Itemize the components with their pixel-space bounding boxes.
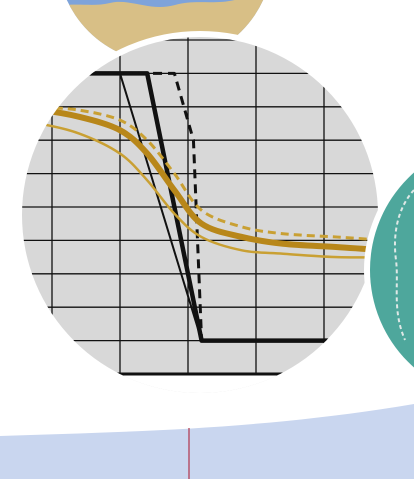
series-line-gold-solid-thin <box>22 118 378 259</box>
series-line-gold-solid-thick <box>22 106 378 254</box>
series-line-gold-dashed <box>22 101 378 243</box>
x-tick-label: 1000 <box>99 404 141 422</box>
x-tick-label: 1025 <box>167 404 209 422</box>
background-band <box>0 404 414 479</box>
x-tick-label: 1050 <box>235 404 277 422</box>
